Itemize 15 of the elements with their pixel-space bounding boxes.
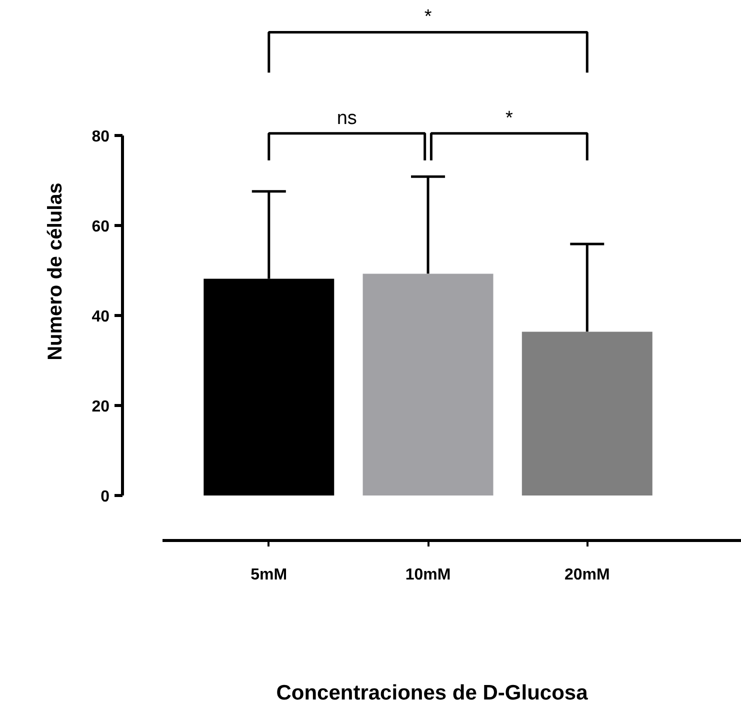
y-tick-label: 60 xyxy=(92,218,110,236)
x-tick-label: 5mM xyxy=(250,566,288,584)
text: * xyxy=(505,108,514,129)
x-axis-title: Concentraciones de D-Glucosa xyxy=(276,682,588,704)
bar xyxy=(522,332,652,496)
y-tick-label: 80 xyxy=(92,128,110,146)
x-tick-label: 10mM xyxy=(405,566,451,584)
y-axis-title: Numero de células xyxy=(44,182,67,360)
text: ns xyxy=(336,108,357,129)
y-tick-label: 40 xyxy=(92,308,110,326)
x-tick-label: 20mM xyxy=(564,566,610,584)
text: * xyxy=(424,6,432,28)
y-tick-label: 0 xyxy=(100,488,110,506)
y-tick-label: 20 xyxy=(92,398,110,416)
bar xyxy=(362,274,494,496)
